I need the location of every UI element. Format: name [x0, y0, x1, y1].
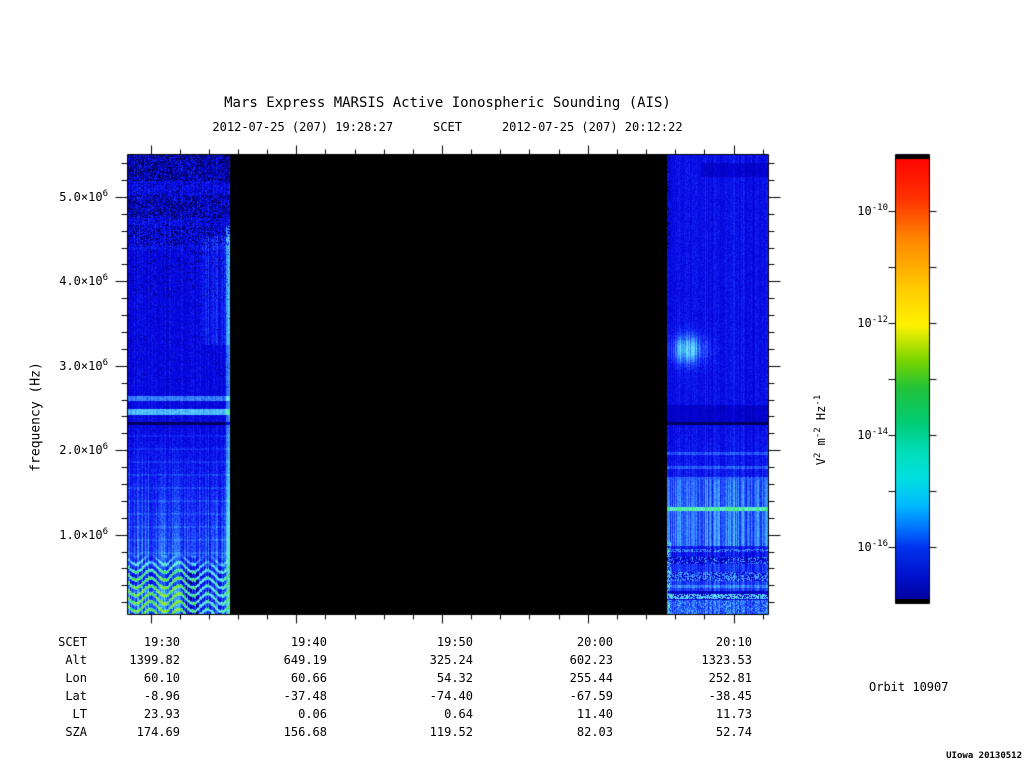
scet-start-timestamp: 2012-07-25 (207) 19:28:27	[212, 120, 394, 134]
eph-value: 252.81	[708, 671, 752, 685]
eph-value: 60.66	[290, 671, 327, 685]
eph-row-label-lat: Lat	[65, 689, 87, 703]
eph-value: 23.93	[143, 707, 180, 721]
eph-value: 156.68	[283, 725, 327, 739]
orbit-label: Orbit 10907	[869, 680, 949, 694]
eph-value: -37.48	[283, 689, 327, 703]
eph-value: 20:10	[715, 635, 752, 649]
eph-value: 19:40	[290, 635, 327, 649]
y-tick-label: 2.0×106	[59, 442, 108, 458]
eph-row-label-sza: SZA	[65, 725, 87, 739]
eph-value: 602.23	[569, 653, 613, 667]
y-tick-label: 1.0×106	[59, 527, 108, 543]
eph-row-label-lon: Lon	[65, 671, 87, 685]
y-tick-label: 3.0×106	[59, 358, 108, 374]
scet-axis-label: SCET	[433, 120, 462, 134]
eph-row-label-alt: Alt	[65, 653, 87, 667]
eph-row-label-scet: SCET	[58, 635, 87, 649]
colorbar-tick-label: 10-16	[857, 539, 888, 555]
eph-value: 0.06	[298, 707, 327, 721]
eph-value: 52.74	[715, 725, 752, 739]
eph-value: 11.73	[715, 707, 752, 721]
colorbar-tick-label: 10-10	[857, 203, 888, 219]
eph-value: 325.24	[429, 653, 473, 667]
eph-value: 19:30	[143, 635, 180, 649]
eph-row-label-lt: LT	[72, 707, 87, 721]
eph-value: 19:50	[436, 635, 473, 649]
eph-value: 11.40	[576, 707, 613, 721]
credit-stamp: UIowa 20130512	[946, 751, 1022, 761]
figure-subtitle: 2012-07-25 (207) 19:28:27 SCET 2012-07-2…	[127, 120, 768, 134]
eph-value: 20:00	[576, 635, 613, 649]
scet-end-timestamp: 2012-07-25 (207) 20:12:22	[501, 120, 683, 134]
colorbar-tick-label: 10-12	[857, 315, 888, 331]
colorbar-tick-label: 10-14	[857, 427, 888, 443]
eph-value: -8.96	[143, 689, 180, 703]
figure-title: Mars Express MARSIS Active Ionospheric S…	[224, 95, 671, 111]
eph-value: 54.32	[436, 671, 473, 685]
eph-value: 1323.53	[701, 653, 752, 667]
eph-value: 255.44	[569, 671, 613, 685]
eph-value: 649.19	[283, 653, 327, 667]
eph-value: 174.69	[136, 725, 180, 739]
eph-value: 60.10	[143, 671, 180, 685]
y-tick-label: 4.0×106	[59, 273, 108, 289]
y-tick-label: 5.0×106	[59, 189, 108, 205]
eph-value: 82.03	[576, 725, 613, 739]
eph-value: -38.45	[708, 689, 752, 703]
eph-value: 0.64	[444, 707, 473, 721]
eph-value: -74.40	[429, 689, 473, 703]
eph-value: 1399.82	[129, 653, 180, 667]
eph-value: 119.52	[429, 725, 473, 739]
eph-value: -67.59	[569, 689, 613, 703]
